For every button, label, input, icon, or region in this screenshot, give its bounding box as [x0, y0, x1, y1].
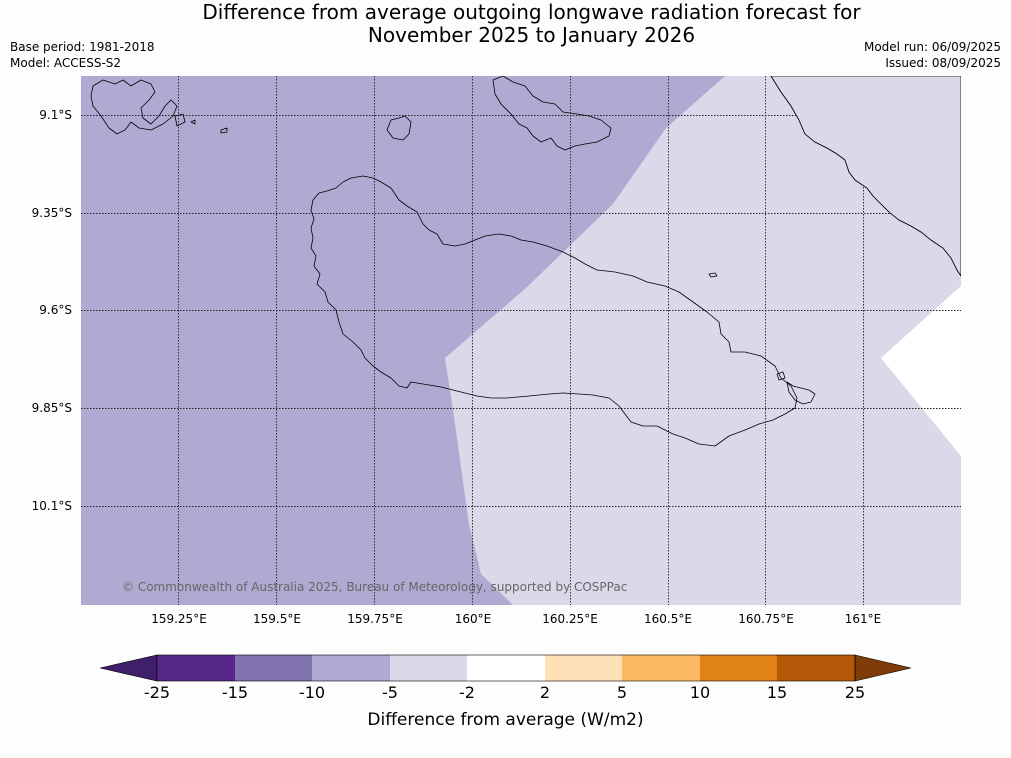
coastline-russell-2 — [174, 113, 186, 127]
lat-label-9-1: 9.1°S — [39, 108, 72, 122]
colorbar-tick-3: -5 — [382, 683, 398, 702]
coastline-russell-3 — [220, 127, 228, 134]
meta-left: Base period: 1981-2018 Model: ACCESS-S2 — [10, 39, 155, 71]
colorbar-tick-4: -2 — [459, 683, 475, 702]
coastline-marau-2 — [776, 371, 786, 381]
colorbar-cell-9 — [777, 655, 855, 681]
lat-label-9-85: 9.85°S — [31, 401, 72, 415]
copyright-notice: © Commonwealth of Australia 2025, Bureau… — [122, 580, 628, 594]
coastline-guadalcanal — [310, 175, 798, 447]
lat-label-9-35: 9.35°S — [31, 206, 72, 220]
coastline-russell-4 — [190, 119, 196, 125]
colorbar-cell-1 — [157, 655, 235, 681]
issued-date: Issued: 08/09/2025 — [885, 56, 1001, 70]
coastline-marau — [786, 381, 816, 405]
lat-label-10-1: 10.1°S — [31, 499, 72, 513]
lon-label-159-25: 159.25°E — [151, 612, 207, 626]
colorbar-cell-0 — [100, 654, 158, 682]
coastline-florida — [492, 76, 612, 151]
colorbar-tick-9: 25 — [844, 683, 866, 702]
colorbar-tick-6: 5 — [616, 683, 628, 702]
colorbar-cell-2 — [235, 655, 312, 681]
chart-title: Difference from average outgoing longwav… — [0, 1, 1011, 47]
colorbar-tick-8: 15 — [766, 683, 788, 702]
map-panel[interactable] — [81, 76, 961, 605]
coastline-islet — [708, 272, 718, 278]
title-line-1: Difference from average outgoing longwav… — [202, 0, 861, 24]
colorbar-cell-4 — [390, 655, 467, 681]
coastline-savo — [386, 115, 412, 141]
colorbar — [100, 654, 912, 682]
colorbar-cell-3 — [312, 655, 390, 681]
model-run: Model run: 06/09/2025 — [863, 40, 1001, 54]
lon-label-161: 161°E — [844, 612, 882, 626]
lon-label-159-5: 159.5°E — [253, 612, 301, 626]
colorbar-cell-8 — [700, 655, 777, 681]
title-line-2: November 2025 to January 2026 — [367, 23, 696, 47]
lon-label-160-25: 160.25°E — [542, 612, 598, 626]
colorbar-tick-0: -25 — [143, 683, 171, 702]
lat-label-9-6: 9.6°S — [39, 303, 72, 317]
colorbar-tick-2: -10 — [298, 683, 326, 702]
colorbar-cell-7 — [622, 655, 700, 681]
malaita-fill — [770, 76, 961, 277]
colorbar-cell-5 — [467, 655, 545, 681]
colorbar-label: Difference from average (W/m2) — [367, 710, 644, 730]
fill-lavender — [81, 76, 725, 605]
colorbar-tick-5: 2 — [539, 683, 551, 702]
meta-right: Model run: 06/09/2025 Issued: 08/09/2025 — [864, 39, 1001, 71]
lon-label-160-5: 160.5°E — [644, 612, 692, 626]
coastline-russell — [90, 79, 178, 135]
lon-label-160-75: 160.75°E — [738, 612, 794, 626]
colorbar-tick-7: 10 — [689, 683, 711, 702]
colorbar-cell-6 — [545, 655, 622, 681]
base-period: Base period: 1981-2018 — [10, 40, 155, 54]
colorbar-cell-10 — [854, 654, 912, 682]
fill-white — [881, 286, 961, 456]
model-name: Model: ACCESS-S2 — [10, 56, 122, 70]
lon-label-159-75: 159.75°E — [347, 612, 403, 626]
lon-label-160: 160°E — [454, 612, 492, 626]
colorbar-frame — [156, 654, 856, 682]
colorbar-tick-1: -15 — [221, 683, 249, 702]
